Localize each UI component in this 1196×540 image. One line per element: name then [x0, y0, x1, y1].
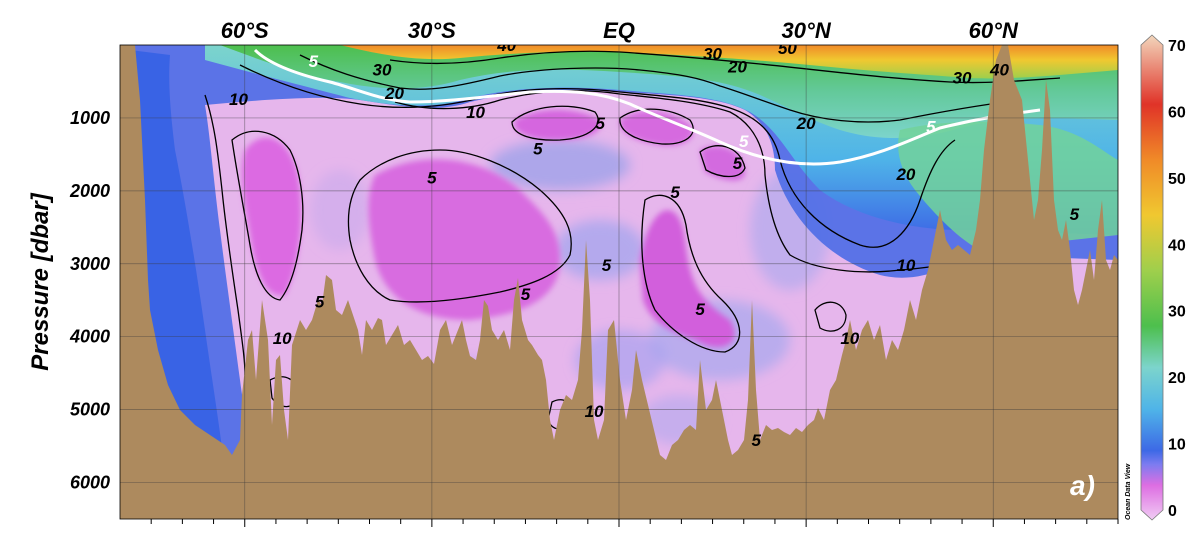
colorbar-tick-label: 0	[1168, 503, 1177, 520]
contour-label: 5	[733, 154, 743, 173]
x-tick-label: EQ	[603, 18, 635, 43]
contour-label: 5	[1070, 205, 1080, 224]
contour-label: 5	[751, 431, 761, 450]
contour-label: 5	[670, 183, 680, 202]
odv-watermark: Ocean Data View	[1125, 463, 1132, 520]
contour-label: 10	[896, 256, 915, 275]
contour-label: 40	[496, 36, 516, 55]
white-isoline	[253, 48, 1041, 166]
contour-label: 20	[796, 114, 816, 133]
contour-label: 20	[727, 58, 747, 77]
colorbar-tick-label: 60	[1168, 104, 1186, 121]
bottom-ticks	[150, 519, 1119, 527]
y-tick-label: 4000	[69, 327, 110, 347]
y-tick-label: 1000	[70, 108, 110, 128]
contour-label: 5	[315, 293, 325, 312]
colorbar-tick-label: 20	[1168, 370, 1186, 387]
contour-label: 5	[926, 118, 936, 137]
colorbar-tick-label: 10	[1168, 437, 1186, 454]
contour-label: 10	[840, 329, 859, 348]
colorbar-body	[1140, 34, 1164, 521]
contour-label: 10	[273, 329, 292, 348]
x-tick-label: 60°N	[969, 18, 1019, 43]
y-tick-label: 3000	[70, 254, 110, 274]
colorbar-tick-label: 30	[1168, 304, 1186, 321]
contour-label: 5	[427, 169, 437, 188]
colorbar-tick-label: 50	[1168, 171, 1186, 188]
contour-label: 30	[373, 61, 392, 80]
colorbar-ticks: 0 10 20 30 40 50 60 70	[1168, 38, 1186, 520]
y-axis-title: Pressure [dbar]	[27, 192, 54, 370]
contour-label: 30	[953, 69, 972, 88]
contour-label: 20	[895, 165, 915, 184]
colorbar: 0 10 20 30 40 50 60 70	[1140, 34, 1186, 521]
contour-label: 5	[602, 256, 612, 275]
plot-area: 40 50 30 20 30 20 10 10 30 40 20 20 5 5 5 5 5 5 5 5 5 5 5 10 10 1…	[120, 36, 1118, 519]
contour-label: 10	[229, 90, 248, 109]
y-tick-label: 5000	[70, 400, 110, 420]
y-tick-label: 2000	[69, 181, 110, 201]
contour-label: 5	[309, 52, 319, 71]
contour-label: 40	[989, 61, 1009, 80]
x-tick-label: 60°S	[221, 18, 269, 43]
y-axis: 1000 2000 3000 4000 5000 6000	[69, 108, 110, 493]
contour-label: 30	[703, 45, 722, 64]
x-axis: 60°S 30°S EQ 30°N 60°N	[221, 18, 1019, 43]
contour-label: 50	[778, 39, 797, 58]
contour-label: 5	[596, 114, 606, 133]
contour-label: 20	[384, 84, 404, 103]
seafloor-topography	[120, 45, 1118, 519]
contour-label: 5	[739, 132, 749, 151]
x-tick-label: 30°S	[408, 18, 456, 43]
contour-label: 10	[466, 103, 485, 122]
colorbar-tick-label: 70	[1168, 38, 1186, 55]
low-cores	[242, 109, 745, 348]
contour-label: 5	[521, 285, 531, 304]
x-tick-label: 30°N	[782, 18, 832, 43]
panel-label: a)	[1070, 470, 1095, 501]
colorbar-tick-label: 40	[1168, 237, 1186, 254]
surface-warm-layer	[340, 45, 1118, 79]
contour-labels: 40 50 30 20 30 20 10 10 30 40 20 20 5 5 5 5 5 5 5 5 5 5 5 10 10 1…	[229, 36, 1080, 450]
grid-lines	[120, 45, 1118, 519]
y-tick-label: 6000	[70, 473, 110, 493]
contour-label: 10	[585, 402, 604, 421]
contour-label: 5	[695, 300, 705, 319]
contour-label: 5	[533, 139, 543, 158]
